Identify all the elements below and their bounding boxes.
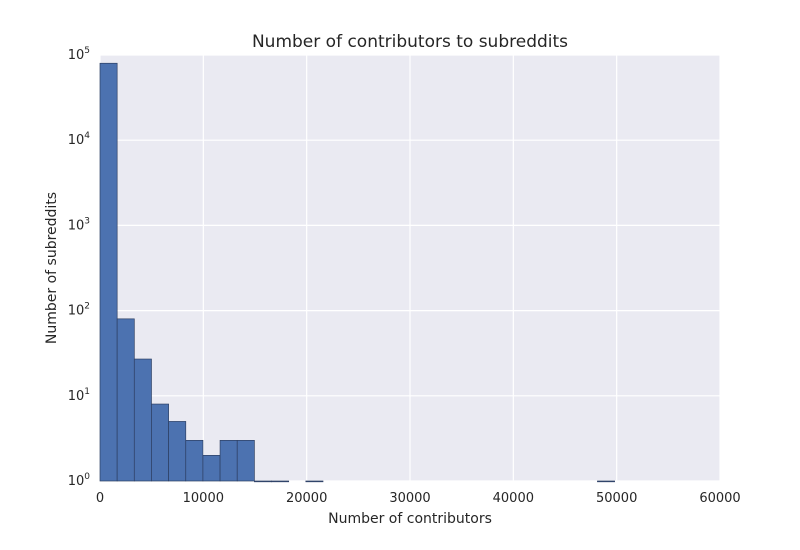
histogram-bar — [219, 439, 238, 482]
histogram-bar — [99, 62, 118, 482]
y-tick-label: 105 — [68, 46, 90, 63]
chart-title: Number of contributors to subreddits — [252, 32, 568, 52]
x-tick-label: 0 — [96, 491, 104, 506]
x-tick-label: 30000 — [389, 491, 430, 506]
y-tick-label: 102 — [68, 302, 90, 319]
histogram-bar — [133, 358, 152, 482]
histogram-bar — [305, 480, 324, 483]
histogram-bar — [236, 439, 255, 482]
histogram-bar — [597, 480, 615, 483]
histogram-bar — [151, 403, 169, 482]
y-tick-label: 101 — [68, 387, 90, 404]
x-tick-label: 20000 — [286, 491, 327, 506]
histogram-bar — [116, 318, 135, 482]
y-tick-label: 103 — [68, 216, 90, 233]
y-tick-label: 100 — [68, 472, 91, 489]
bars — [99, 62, 615, 483]
histogram-bar — [202, 455, 221, 482]
histogram-bar — [168, 421, 187, 482]
x-tick-label: 50000 — [596, 491, 637, 506]
x-axis-label: Number of contributors — [328, 511, 492, 527]
x-axis-ticks: 0 10000 20000 30000 40000 50000 60000 — [96, 491, 741, 506]
y-axis-ticks: 100 101 102 103 104 105 — [68, 46, 91, 489]
histogram-bar — [254, 480, 272, 483]
histogram-bar — [271, 480, 290, 483]
x-tick-label: 40000 — [493, 491, 534, 506]
y-tick-label: 104 — [68, 131, 91, 148]
x-tick-label: 60000 — [699, 491, 740, 506]
histogram-bar — [185, 439, 204, 482]
y-axis-label: Number of subreddits — [44, 192, 60, 344]
x-tick-label: 10000 — [183, 491, 224, 506]
